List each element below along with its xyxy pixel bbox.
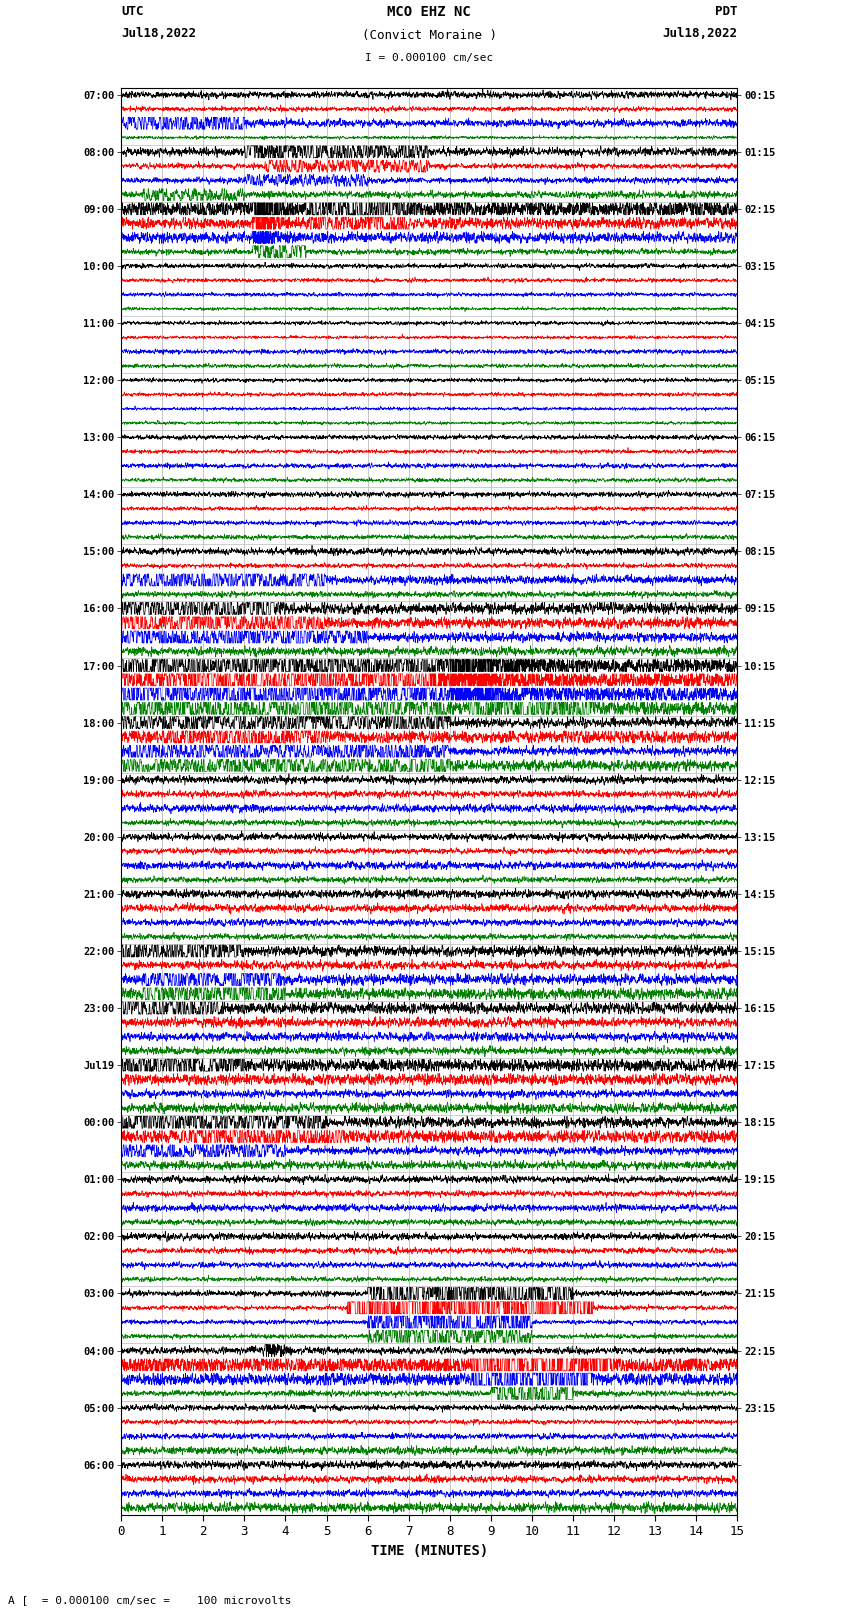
Text: (Convict Moraine ): (Convict Moraine ) xyxy=(362,29,496,42)
Text: Jul18,2022: Jul18,2022 xyxy=(122,27,196,40)
X-axis label: TIME (MINUTES): TIME (MINUTES) xyxy=(371,1544,488,1558)
Text: A [  = 0.000100 cm/sec =    100 microvolts: A [ = 0.000100 cm/sec = 100 microvolts xyxy=(8,1595,292,1605)
Text: MCO EHZ NC: MCO EHZ NC xyxy=(388,5,471,19)
Text: PDT: PDT xyxy=(715,5,737,18)
Text: I = 0.000100 cm/sec: I = 0.000100 cm/sec xyxy=(366,53,493,63)
Text: UTC: UTC xyxy=(122,5,144,18)
Text: Jul18,2022: Jul18,2022 xyxy=(662,27,737,40)
